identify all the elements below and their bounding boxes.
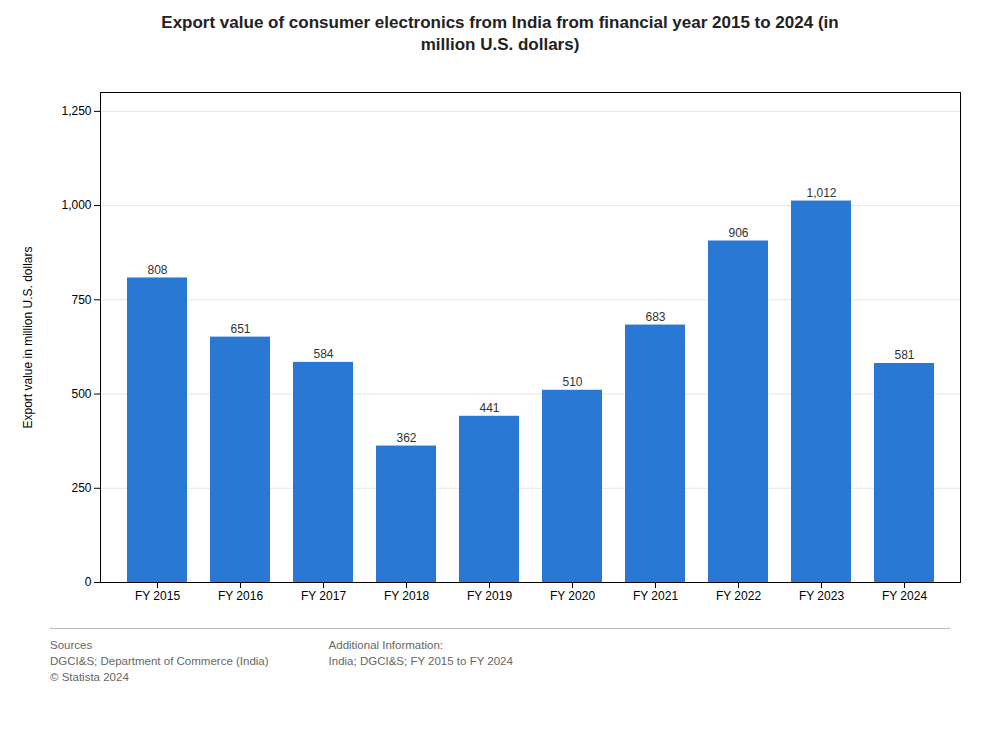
svg-text:FY 2017: FY 2017 bbox=[301, 589, 346, 603]
svg-text:0: 0 bbox=[85, 576, 92, 590]
svg-text:362: 362 bbox=[396, 431, 416, 445]
svg-text:584: 584 bbox=[313, 347, 333, 361]
svg-text:250: 250 bbox=[71, 481, 91, 495]
svg-text:1,250: 1,250 bbox=[61, 104, 91, 118]
svg-text:510: 510 bbox=[562, 375, 582, 389]
svg-text:581: 581 bbox=[894, 349, 914, 363]
html-text:Export value of consumer elect: Export value of consumer electronics fro… bbox=[161, 13, 839, 55]
html-text:Sources DGCI&S; Department of: Sources DGCI&S; Department of Commerce (… bbox=[50, 639, 269, 684]
svg-text:500: 500 bbox=[71, 387, 91, 401]
svg-text:FY 2021: FY 2021 bbox=[633, 589, 678, 603]
svg-text:FY 2020: FY 2020 bbox=[550, 589, 595, 603]
html-text:Additional Information: India;: Additional Information: India; DGCI&S; F… bbox=[328, 639, 513, 668]
svg-text:808: 808 bbox=[147, 263, 167, 277]
svg-text:683: 683 bbox=[645, 310, 665, 324]
svg-text:FY 2024: FY 2024 bbox=[882, 589, 927, 603]
svg-text:906: 906 bbox=[728, 226, 748, 240]
svg-text:FY 2015: FY 2015 bbox=[135, 589, 180, 603]
svg-text:441: 441 bbox=[479, 401, 499, 415]
svg-text:651: 651 bbox=[230, 322, 250, 336]
svg-text:FY 2018: FY 2018 bbox=[384, 589, 429, 603]
svg-text:FY 2016: FY 2016 bbox=[218, 589, 263, 603]
svg-text:Export value in million U.S. d: Export value in million U.S. dollars bbox=[21, 247, 35, 429]
svg-text:FY 2022: FY 2022 bbox=[716, 589, 761, 603]
svg-text:FY 2019: FY 2019 bbox=[467, 589, 512, 603]
svg-text:1,012: 1,012 bbox=[806, 186, 836, 200]
svg-text:750: 750 bbox=[71, 293, 91, 307]
svg-text:FY 2023: FY 2023 bbox=[799, 589, 844, 603]
svg-text:1,000: 1,000 bbox=[61, 199, 91, 213]
